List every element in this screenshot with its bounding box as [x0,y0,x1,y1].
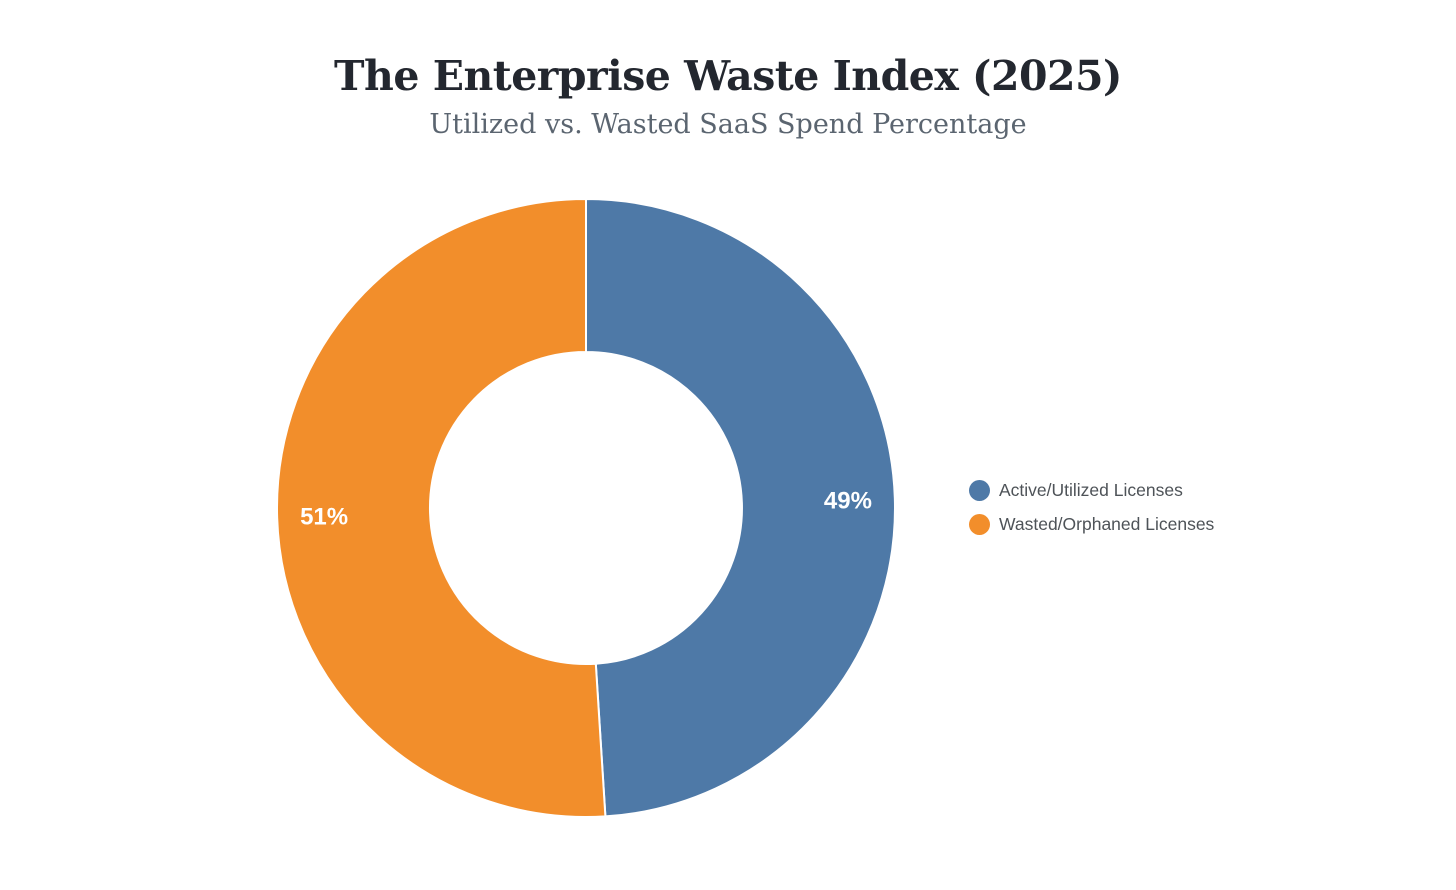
legend-item-active: Active/Utilized Licenses [969,478,1214,503]
chart-subtitle: Utilized vs. Wasted SaaS Spend Percentag… [429,109,1027,140]
legend-label-active: Active/Utilized Licenses [999,480,1183,500]
donut-slice-1 [276,198,607,818]
chart-title: The Enterprise Waste Index (2025) [334,52,1122,100]
legend: Active/Utilized Licenses Wasted/Orphaned… [969,478,1214,537]
legend-label-wasted: Wasted/Orphaned Licenses [999,514,1215,534]
legend-item-wasted: Wasted/Orphaned Licenses [969,512,1214,537]
legend-swatch-active-circle [969,480,990,501]
slice-value-label-0: 49% [824,487,872,514]
legend-swatch-wasted-circle [969,514,990,535]
donut-slice-0 [585,198,896,818]
slice-value-label-1: 51% [300,504,348,531]
